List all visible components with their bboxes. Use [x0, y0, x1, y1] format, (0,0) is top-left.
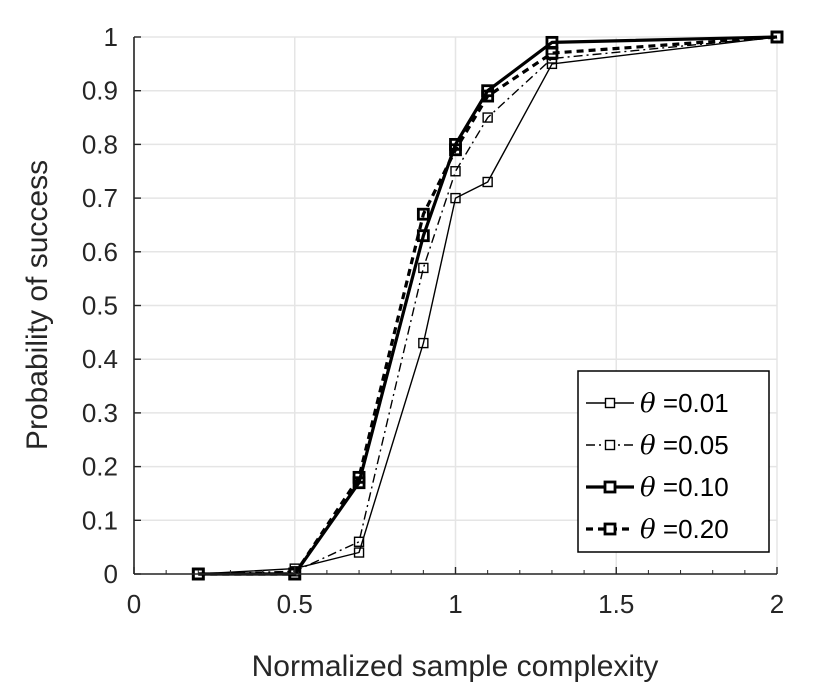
y-tick-label: 0.4 — [82, 344, 118, 374]
grid — [133, 36, 778, 575]
legend-theta-symbol: θ — [640, 389, 656, 419]
x-tick-label: 1 — [448, 589, 462, 619]
y-tick-label: 0.7 — [82, 183, 118, 213]
legend-theta-symbol: θ — [640, 473, 656, 503]
legend-entry-3: θ =0.10 — [586, 472, 729, 503]
y-tick-label: 0.2 — [82, 452, 118, 482]
y-tick-label: 0.9 — [82, 76, 118, 106]
legend-label: θ =0.05 — [640, 430, 729, 461]
y-tick-label: 0.6 — [82, 237, 118, 267]
legend-theta-symbol: θ — [640, 515, 656, 545]
legend-value: =0.10 — [656, 472, 729, 502]
legend-label: θ =0.20 — [640, 514, 729, 545]
legend-marker — [604, 397, 616, 409]
x-tick-label: 1.5 — [598, 589, 634, 619]
legend-entry-1: θ =0.01 — [586, 388, 729, 419]
x-tick-label: 2 — [770, 589, 784, 619]
tick-labels: 0 0.5 1 1.5 2 0 0.1 0.2 0.3 0.4 0.5 0.6 0.7 0.8 0.9 1 — [82, 22, 784, 619]
x-axis-title: Normalized sample complexity — [252, 650, 659, 683]
data-point — [482, 176, 493, 188]
x-tick-label: 0.5 — [277, 589, 313, 619]
legend-value: =0.20 — [656, 514, 729, 544]
data-point — [450, 192, 461, 204]
y-axis-title: Probability of success — [21, 160, 54, 450]
y-tick-label: 0 — [104, 559, 118, 589]
y-tick-label: 0.5 — [82, 291, 118, 321]
legend-theta-symbol: θ — [640, 431, 656, 461]
data-point — [482, 112, 493, 123]
legend: θ =0.01θ =0.05θ =0.10θ =0.20 — [577, 370, 770, 553]
series-layer — [191, 30, 784, 581]
data-point — [770, 30, 784, 44]
legend-marker — [603, 480, 617, 494]
data-point — [418, 337, 429, 349]
axes — [133, 36, 778, 575]
legend-label: θ =0.01 — [640, 388, 729, 419]
data-point — [545, 46, 559, 60]
legend-label: θ =0.10 — [640, 472, 729, 503]
data-point — [353, 536, 365, 547]
y-tick-label: 1 — [104, 22, 118, 52]
x-tick-label: 0 — [127, 589, 141, 619]
data-point — [450, 166, 461, 177]
data-point — [449, 143, 462, 157]
legend-marker — [603, 522, 617, 536]
data-point — [353, 547, 365, 558]
series-line — [198, 35, 778, 576]
y-tick-label: 0.8 — [82, 129, 118, 159]
data-point — [416, 207, 430, 221]
data-point — [481, 89, 495, 103]
y-tick-label: 0.3 — [82, 398, 118, 428]
series-line — [198, 36, 778, 575]
legend-entry-2: θ =0.05 — [586, 430, 729, 461]
data-point — [418, 262, 429, 274]
y-tick-label: 0.1 — [82, 505, 118, 535]
legend-entry-4: θ =0.20 — [586, 514, 729, 545]
data-point — [352, 470, 366, 484]
legend-value: =0.01 — [656, 388, 729, 418]
series-line — [198, 35, 778, 576]
legend-marker — [604, 439, 616, 451]
legend-value: =0.05 — [656, 430, 729, 460]
